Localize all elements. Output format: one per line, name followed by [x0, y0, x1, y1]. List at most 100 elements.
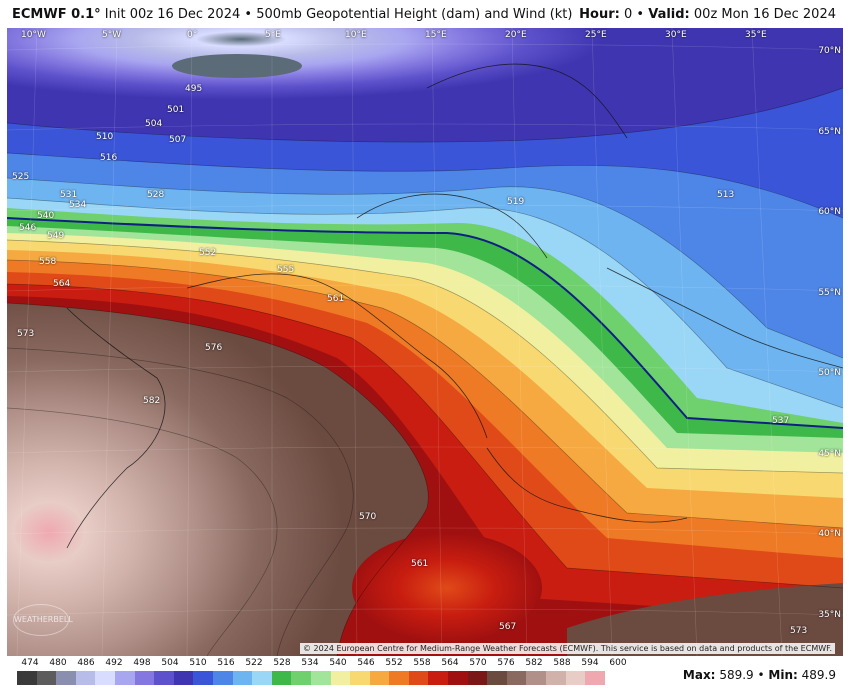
lon-label: 10°W	[21, 30, 46, 40]
colorbar-tick: 498	[133, 658, 151, 668]
lon-label: 25°E	[585, 30, 607, 40]
colorbar-swatch	[75, 671, 96, 685]
contour-label: 531	[60, 190, 78, 200]
hour-label: Hour:	[579, 7, 620, 22]
colorbar-swatch	[173, 671, 194, 685]
copyright-notice: © 2024 European Centre for Medium-Range …	[300, 643, 835, 654]
contour-label: 516	[100, 153, 118, 163]
lon-label: 0°	[187, 30, 198, 40]
colorbar-tick: 510	[189, 658, 207, 668]
title-right: Hour: 0 • Valid: 00z Mon 16 Dec 2024	[579, 7, 836, 22]
colorbar-tick: 582	[525, 658, 543, 668]
contour-label: 537	[772, 416, 790, 426]
colorbar-tick: 540	[329, 658, 347, 668]
colorbar-swatch	[212, 671, 233, 685]
colorbar-tick: 558	[413, 658, 431, 668]
header-bar: ECMWF 0.1° Init 00z 16 Dec 2024 • 500mb …	[0, 0, 850, 28]
contour-label: 576	[205, 343, 223, 353]
colorbar-swatch	[56, 671, 76, 685]
colorbar-tick: 480	[49, 658, 67, 668]
lat-label: 40°N	[818, 529, 841, 539]
colorbar-swatch	[252, 671, 272, 685]
lat-label: 50°N	[818, 368, 841, 378]
colorbar-swatch	[291, 671, 311, 685]
contour-label: 495	[185, 84, 203, 94]
lat-label: 65°N	[818, 127, 841, 137]
colorbar-swatch	[448, 671, 468, 685]
weatherbell-logo: WEATHERBELL	[13, 604, 73, 636]
colorbar-swatch	[487, 671, 507, 685]
lat-label: 35°N	[818, 610, 841, 620]
colorbar-swatch	[310, 671, 331, 685]
colorbar-swatch	[330, 671, 351, 685]
colorbar-swatch	[585, 671, 605, 685]
lon-label: 35°E	[745, 30, 767, 40]
valid-label: Valid:	[648, 7, 690, 22]
contour-label: 567	[499, 622, 517, 632]
colorbar-tick: 504	[161, 658, 179, 668]
colorbar-swatch	[134, 671, 155, 685]
min-value: 489.9	[801, 668, 836, 682]
colorbar-swatch	[408, 671, 429, 685]
colorbar-swatch	[467, 671, 488, 685]
product-name: 500mb Geopotential Height (dam) and Wind…	[256, 7, 573, 22]
colorbar-swatch	[526, 671, 547, 685]
colorbar-tick: 546	[357, 658, 375, 668]
colorbar-swatch	[546, 671, 566, 685]
model-name: ECMWF 0.1°	[12, 7, 101, 22]
valid-value: 00z Mon 16 Dec 2024	[693, 7, 836, 22]
contour-label: 561	[327, 294, 345, 304]
colorbar-tick: 474	[21, 658, 39, 668]
colorbar-swatch	[17, 671, 37, 685]
lon-label: 10°E	[345, 30, 367, 40]
contour-label: 525	[12, 172, 30, 182]
contour-label: 573	[17, 329, 35, 339]
contour-label: 549	[47, 231, 65, 241]
contour-label: 561	[411, 559, 429, 569]
valid-separator: •	[636, 7, 645, 22]
lat-label: 45°N	[818, 449, 841, 459]
colorbar-swatch	[369, 671, 390, 685]
weather-map[interactable]: 10°W 5°W 0° 5°E 10°E 15°E 20°E 25°E 30°E…	[7, 28, 843, 656]
lon-label: 20°E	[505, 30, 527, 40]
contour-label: 558	[39, 257, 57, 267]
colorbar-tick: 486	[77, 658, 95, 668]
contour-label: 510	[96, 132, 114, 142]
lat-label: 55°N	[818, 288, 841, 298]
colorbar-swatch	[506, 671, 527, 685]
colorbar-tick: 564	[441, 658, 459, 668]
colorbar-tick: 516	[217, 658, 235, 668]
contour-label: 555	[277, 265, 295, 275]
colorbar-labels: 474 480 486 492 498 504 510 516 522 528 …	[17, 658, 626, 670]
contour-label: 501	[167, 105, 185, 115]
colorbar-tick: 588	[553, 658, 571, 668]
colorbar-swatch	[114, 671, 135, 685]
contour-label: 582	[143, 396, 161, 406]
height-field	[7, 28, 843, 656]
colorbar-swatch	[232, 671, 253, 685]
contour-label: 552	[199, 248, 217, 258]
title-separator: •	[244, 7, 253, 22]
colorbar-tick: 570	[469, 658, 487, 668]
colorbar-swatch	[389, 671, 409, 685]
contour-label: 573	[790, 626, 808, 636]
colorbar	[17, 671, 605, 685]
colorbar-swatch	[193, 671, 213, 685]
colorbar-swatch	[95, 671, 115, 685]
title-left: ECMWF 0.1° Init 00z 16 Dec 2024 • 500mb …	[12, 7, 572, 22]
lon-label: 5°E	[265, 30, 281, 40]
contour-label: 570	[359, 512, 377, 522]
contour-label: 534	[69, 200, 87, 210]
colorbar-swatch	[565, 671, 586, 685]
colorbar-tick: 528	[273, 658, 291, 668]
colorbar-tick: 534	[301, 658, 319, 668]
lon-label: 5°W	[102, 30, 122, 40]
colorbar-swatch	[154, 671, 174, 685]
max-value: 589.9	[719, 668, 754, 682]
lon-label: 15°E	[425, 30, 447, 40]
colorbar-tick: 600	[609, 658, 627, 668]
max-label: Max:	[682, 668, 716, 682]
colorbar-tick: 594	[581, 658, 599, 668]
init-time: Init 00z 16 Dec 2024	[104, 7, 241, 22]
colorbar-swatch	[36, 671, 57, 685]
